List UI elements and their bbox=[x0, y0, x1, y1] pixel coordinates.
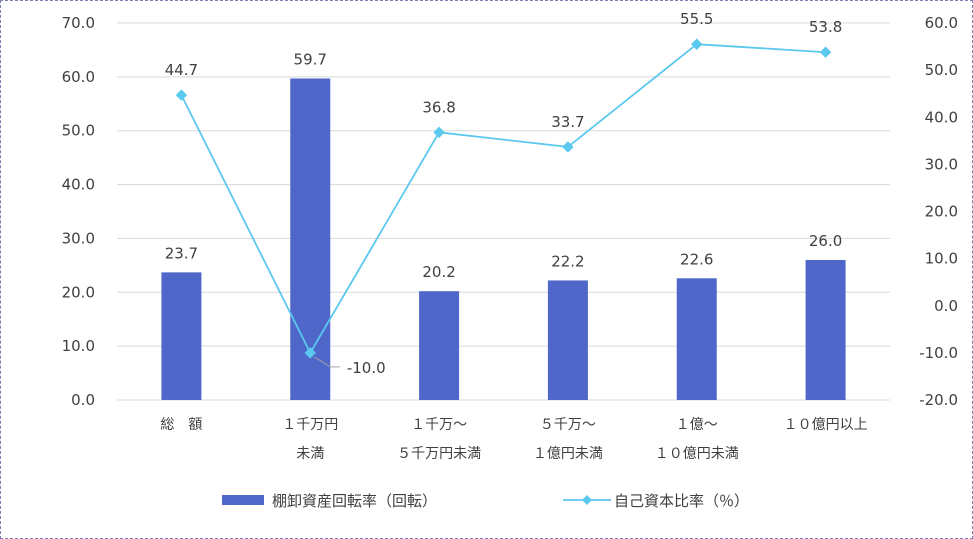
category-label: １億円未満 bbox=[533, 446, 603, 462]
bar-data-label: 22.6 bbox=[680, 250, 713, 268]
bar-data-label: 59.7 bbox=[294, 50, 327, 68]
line-data-label: 36.8 bbox=[422, 98, 455, 116]
right-axis-tick-label: 10.0 bbox=[925, 250, 958, 268]
bar bbox=[161, 272, 202, 400]
legend-swatch-bar bbox=[222, 495, 264, 505]
left-axis-tick-label: 70.0 bbox=[62, 14, 95, 32]
bar-data-label: 22.2 bbox=[551, 252, 584, 270]
category-label: １千万円 bbox=[282, 417, 338, 433]
line-marker-diamond bbox=[691, 38, 703, 50]
right-axis-tick-label: 50.0 bbox=[925, 61, 958, 79]
bar bbox=[676, 278, 717, 400]
legend-label-line: 自己資本比率（％） bbox=[614, 492, 749, 510]
category-label: ５千万円未満 bbox=[397, 446, 481, 462]
bar bbox=[290, 78, 331, 401]
category-label: １千万～ bbox=[411, 417, 467, 433]
right-axis-tick-label: 30.0 bbox=[925, 155, 958, 173]
left-axis-tick-label: 0.0 bbox=[71, 391, 95, 409]
line-data-label: -10.0 bbox=[347, 359, 386, 377]
bar-data-label: 23.7 bbox=[165, 244, 198, 262]
right-axis-tick-label: -20.0 bbox=[919, 391, 958, 409]
line-marker-diamond bbox=[304, 347, 316, 359]
category-label: １０億円未満 bbox=[655, 446, 739, 462]
left-axis-tick-label: 40.0 bbox=[62, 176, 95, 194]
bar bbox=[805, 259, 846, 400]
line-marker-diamond bbox=[175, 89, 188, 101]
category-label: ５千万～ bbox=[540, 417, 596, 433]
right-axis-tick-label: 0.0 bbox=[934, 297, 958, 315]
legend-swatch-marker bbox=[582, 495, 592, 505]
category-label: 未満 bbox=[296, 446, 324, 462]
bar-data-label: 20.2 bbox=[422, 263, 455, 281]
left-axis-tick-label: 30.0 bbox=[62, 229, 95, 247]
data-label-leader-line bbox=[313, 356, 331, 368]
bar-data-label: 26.0 bbox=[809, 232, 842, 250]
line-marker-diamond bbox=[433, 126, 445, 139]
category-label: １０億円以上 bbox=[784, 417, 868, 433]
category-label: 総 額 bbox=[160, 417, 202, 433]
right-axis-tick-label: 60.0 bbox=[925, 14, 958, 32]
line-data-label: 33.7 bbox=[551, 113, 584, 131]
line-data-label: 55.5 bbox=[680, 10, 713, 28]
line-data-label: 53.8 bbox=[809, 18, 842, 36]
left-axis-tick-label: 10.0 bbox=[62, 337, 95, 355]
bar bbox=[547, 280, 588, 400]
legend-label-bar: 棚卸資産回転率（回転） bbox=[272, 492, 437, 510]
bar bbox=[419, 291, 460, 400]
line-series-path bbox=[180, 43, 826, 355]
right-axis-tick-label: 20.0 bbox=[925, 203, 958, 221]
left-axis-tick-label: 50.0 bbox=[62, 122, 95, 140]
line-marker-diamond bbox=[562, 141, 574, 153]
left-axis-tick-label: 60.0 bbox=[62, 68, 95, 86]
right-axis-tick-label: -10.0 bbox=[919, 344, 958, 362]
right-axis-tick-label: 40.0 bbox=[925, 108, 958, 126]
line-data-label: 44.7 bbox=[165, 61, 198, 79]
line-marker-diamond bbox=[819, 46, 832, 58]
category-label: １億～ bbox=[676, 417, 718, 433]
left-axis-tick-label: 20.0 bbox=[62, 283, 95, 301]
